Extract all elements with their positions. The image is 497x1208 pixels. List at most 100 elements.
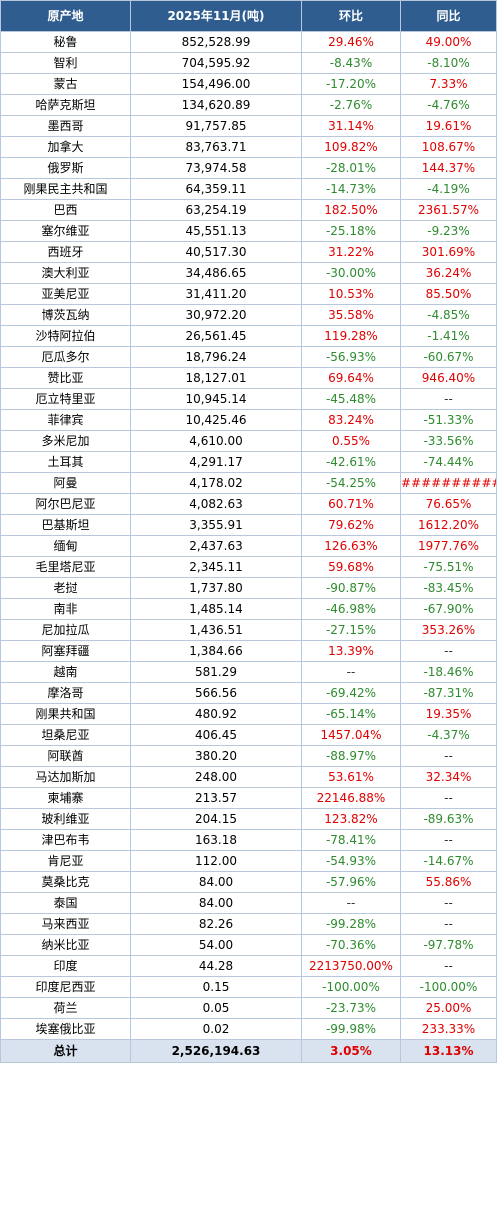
mom-cell: -- <box>301 661 401 683</box>
table-body: 秘鲁 852,528.99 29.46% 49.00% 智利 704,595.92 -8.4… <box>0 31 497 1040</box>
volume-cell: 10,945.14 <box>130 388 302 410</box>
table-row: 阿尔巴尼亚 4,082.63 60.71% 76.65% <box>0 493 497 515</box>
origin-cell: 加拿大 <box>0 136 131 158</box>
volume-cell: 84.00 <box>130 871 302 893</box>
mom-cell: -14.73% <box>301 178 401 200</box>
volume-cell: 0.15 <box>130 976 302 998</box>
table-row: 亚美尼亚 31,411.20 10.53% 85.50% <box>0 283 497 305</box>
table-row: 加拿大 83,763.71 109.82% 108.67% <box>0 136 497 158</box>
volume-cell: 45,551.13 <box>130 220 302 242</box>
volume-cell: 704,595.92 <box>130 52 302 74</box>
mom-cell: 60.71% <box>301 493 401 515</box>
volume-cell: 63,254.19 <box>130 199 302 221</box>
origin-cell: 塞尔维亚 <box>0 220 131 242</box>
yoy-cell: -- <box>400 892 497 914</box>
yoy-cell: -1.41% <box>400 325 497 347</box>
origin-cell: 墨西哥 <box>0 115 131 137</box>
mom-cell: 2213750.00% <box>301 955 401 977</box>
origin-cell: 越南 <box>0 661 131 683</box>
volume-cell: 4,178.02 <box>130 472 302 494</box>
origin-cell: 沙特阿拉伯 <box>0 325 131 347</box>
table-row: 纳米比亚 54.00 -70.36% -97.78% <box>0 934 497 956</box>
origin-cell: 巴基斯坦 <box>0 514 131 536</box>
origin-cell: 阿塞拜疆 <box>0 640 131 662</box>
mom-cell: 31.14% <box>301 115 401 137</box>
mom-cell: 126.63% <box>301 535 401 557</box>
volume-cell: 91,757.85 <box>130 115 302 137</box>
origin-cell: 老挝 <box>0 577 131 599</box>
yoy-cell: 1612.20% <box>400 514 497 536</box>
mom-cell: -17.20% <box>301 73 401 95</box>
table-row: 马来西亚 82.26 -99.28% -- <box>0 913 497 935</box>
table-row: 厄立特里亚 10,945.14 -45.48% -- <box>0 388 497 410</box>
volume-cell: 40,517.30 <box>130 241 302 263</box>
table-row: 多米尼加 4,610.00 0.55% -33.56% <box>0 430 497 452</box>
yoy-cell: -18.46% <box>400 661 497 683</box>
origin-cell: 俄罗斯 <box>0 157 131 179</box>
volume-cell: 30,972.20 <box>130 304 302 326</box>
yoy-cell: 7.33% <box>400 73 497 95</box>
mom-cell: -28.01% <box>301 157 401 179</box>
origin-cell: 菲律宾 <box>0 409 131 431</box>
origin-cell: 摩洛哥 <box>0 682 131 704</box>
header-origin: 原产地 <box>0 0 131 32</box>
table-row: 莫桑比克 84.00 -57.96% 55.86% <box>0 871 497 893</box>
yoy-cell: -8.10% <box>400 52 497 74</box>
table-row: 南非 1,485.14 -46.98% -67.90% <box>0 598 497 620</box>
mom-cell: -99.28% <box>301 913 401 935</box>
mom-cell: -- <box>301 892 401 914</box>
yoy-cell: 55.86% <box>400 871 497 893</box>
table-row: 毛里塔尼亚 2,345.11 59.68% -75.51% <box>0 556 497 578</box>
mom-cell: -46.98% <box>301 598 401 620</box>
origin-cell: 土耳其 <box>0 451 131 473</box>
import-table: 原产地 2025年11月(吨) 环比 同比 秘鲁 852,528.99 29.46%… <box>0 0 497 1063</box>
volume-cell: 18,796.24 <box>130 346 302 368</box>
table-row: 老挝 1,737.80 -90.87% -83.45% <box>0 577 497 599</box>
total-mom: 3.05% <box>301 1039 401 1063</box>
origin-cell: 莫桑比克 <box>0 871 131 893</box>
table-row: 博茨瓦纳 30,972.20 35.58% -4.85% <box>0 304 497 326</box>
mom-cell: 13.39% <box>301 640 401 662</box>
table-row: 刚果共和国 480.92 -65.14% 19.35% <box>0 703 497 725</box>
volume-cell: 44.28 <box>130 955 302 977</box>
origin-cell: 纳米比亚 <box>0 934 131 956</box>
yoy-cell: -- <box>400 955 497 977</box>
header-yoy: 同比 <box>400 0 497 32</box>
volume-cell: 82.26 <box>130 913 302 935</box>
volume-cell: 406.45 <box>130 724 302 746</box>
yoy-cell: 76.65% <box>400 493 497 515</box>
mom-cell: 31.22% <box>301 241 401 263</box>
table-row: 菲律宾 10,425.46 83.24% -51.33% <box>0 409 497 431</box>
yoy-cell: -4.19% <box>400 178 497 200</box>
volume-cell: 4,291.17 <box>130 451 302 473</box>
origin-cell: 智利 <box>0 52 131 74</box>
total-volume: 2,526,194.63 <box>130 1039 302 1063</box>
volume-cell: 2,345.11 <box>130 556 302 578</box>
yoy-cell: -87.31% <box>400 682 497 704</box>
mom-cell: -54.93% <box>301 850 401 872</box>
volume-cell: 0.02 <box>130 1018 302 1040</box>
mom-cell: 83.24% <box>301 409 401 431</box>
yoy-cell: 19.61% <box>400 115 497 137</box>
table-row: 越南 581.29 -- -18.46% <box>0 661 497 683</box>
total-row: 总计 2,526,194.63 3.05% 13.13% <box>0 1039 497 1063</box>
volume-cell: 248.00 <box>130 766 302 788</box>
origin-cell: 马来西亚 <box>0 913 131 935</box>
volume-cell: 1,737.80 <box>130 577 302 599</box>
yoy-cell: 301.69% <box>400 241 497 263</box>
origin-cell: 埃塞俄比亚 <box>0 1018 131 1040</box>
table-row: 埃塞俄比亚 0.02 -99.98% 233.33% <box>0 1018 497 1040</box>
table-row: 沙特阿拉伯 26,561.45 119.28% -1.41% <box>0 325 497 347</box>
volume-cell: 64,359.11 <box>130 178 302 200</box>
origin-cell: 蒙古 <box>0 73 131 95</box>
table-row: 巴基斯坦 3,355.91 79.62% 1612.20% <box>0 514 497 536</box>
yoy-cell: 2361.57% <box>400 199 497 221</box>
origin-cell: 西班牙 <box>0 241 131 263</box>
yoy-cell: -33.56% <box>400 430 497 452</box>
mom-cell: 53.61% <box>301 766 401 788</box>
origin-cell: 刚果民主共和国 <box>0 178 131 200</box>
volume-cell: 26,561.45 <box>130 325 302 347</box>
yoy-cell: 85.50% <box>400 283 497 305</box>
origin-cell: 厄瓜多尔 <box>0 346 131 368</box>
volume-cell: 83,763.71 <box>130 136 302 158</box>
